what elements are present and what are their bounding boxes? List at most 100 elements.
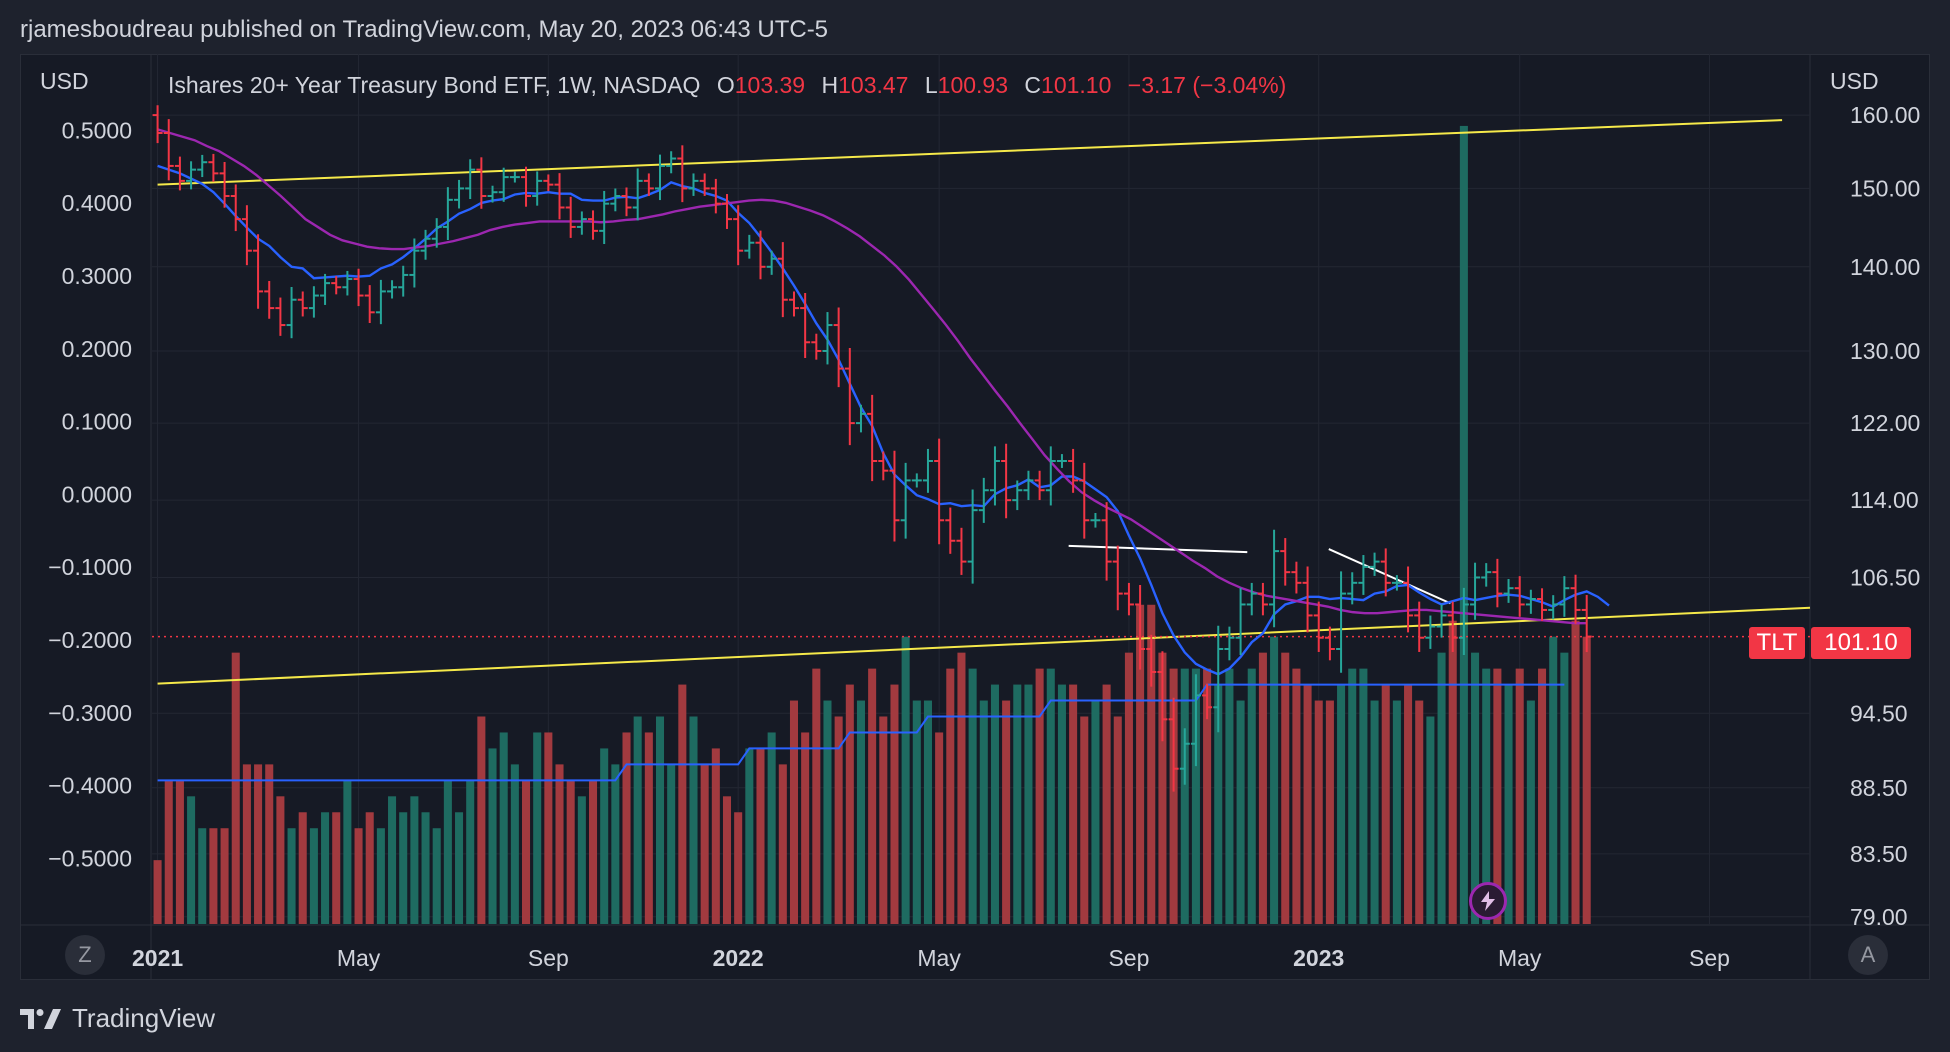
ohlc-bar [163, 119, 174, 181]
ohlc-bar [1324, 626, 1335, 661]
volume-bar [1002, 700, 1011, 924]
ohlc-bar [375, 279, 386, 325]
volume-bar [187, 796, 196, 924]
volume-bar [801, 732, 810, 924]
ohlc-bar [900, 462, 911, 539]
volume-ma-line [157, 683, 1565, 782]
ohlc-bar [509, 171, 520, 183]
volume-bar [455, 812, 464, 924]
ohlc-bar [733, 205, 744, 266]
ohlc-bar [1101, 502, 1112, 581]
tradingview-logo-icon[interactable] [20, 1007, 62, 1031]
volume-bar [1258, 652, 1267, 924]
volume-bars [153, 125, 1591, 924]
left-tick-label: −0.1000 [48, 554, 132, 580]
volume-bar [1158, 652, 1167, 924]
volume-bar [1136, 604, 1145, 924]
ohlc-bar [599, 190, 610, 245]
volume-bar [834, 716, 843, 924]
volume-bar [778, 764, 787, 924]
ohlc-bar [1157, 651, 1168, 742]
moving-averages [157, 128, 1610, 676]
instrument-title: Ishares 20+ Year Treasury Bond ETF, 1W, … [168, 72, 701, 98]
volume-bar [957, 652, 966, 924]
left-scale-button[interactable]: Z [65, 935, 105, 975]
volume-bar [1415, 700, 1424, 924]
ohlc-bar [922, 448, 933, 493]
volume-bar [254, 764, 263, 924]
x-tick-label: Sep [1689, 945, 1730, 971]
x-tick-label: 2023 [1293, 945, 1344, 971]
volume-bar [845, 684, 854, 924]
ohlc-bar [632, 168, 643, 221]
x-tick-label: May [337, 945, 381, 971]
lightning-icon[interactable] [1469, 882, 1507, 920]
volume-bar [1370, 700, 1379, 924]
ohlc-bar [956, 527, 967, 575]
ohlc-bar [688, 173, 699, 196]
volume-bar [1169, 668, 1178, 924]
x-tick-label: Sep [528, 945, 569, 971]
volume-bar [1080, 716, 1089, 924]
volume-bar [689, 716, 698, 924]
ohlc-bar [889, 450, 900, 542]
ohlc-bar [855, 404, 866, 433]
ohlc-bar [1525, 589, 1536, 614]
volume-bar [1437, 652, 1446, 924]
tlt-weekly-chart[interactable]: 160.00 150.00 140.00 130.00 122.00 114.00 106.… [20, 54, 1930, 980]
volume-bar [388, 796, 397, 924]
ohlc-bar [989, 446, 1000, 506]
volume-bar [667, 764, 676, 924]
ohlc-bar [409, 238, 420, 288]
ohlc-bar [320, 273, 331, 305]
volume-bar [309, 828, 318, 924]
ohlc-bar [1537, 588, 1548, 621]
volume-bar [588, 780, 598, 924]
volume-bar [499, 732, 508, 924]
ohlc-bar [1280, 538, 1291, 586]
volume-bar [1214, 684, 1223, 924]
auto-scale-button[interactable]: A [1848, 935, 1888, 975]
volume-bar [1404, 684, 1413, 924]
volume-bar [767, 732, 776, 924]
volume-bar [421, 812, 430, 924]
volume-bar [856, 700, 865, 924]
symbol-tag: TLT [1749, 627, 1805, 659]
ohlc-bar [1235, 587, 1246, 656]
change-value: −3.17 (−3.04%) [1127, 72, 1287, 98]
volume-bar [711, 748, 720, 924]
volume-bar [1348, 668, 1357, 924]
ohlc-bar [532, 171, 543, 206]
ohlc-bar [699, 173, 710, 196]
volume-bar [566, 780, 575, 924]
trendlines [152, 119, 1811, 685]
ohlc-bar [643, 173, 654, 196]
footer-brand: TradingView [72, 1003, 216, 1033]
volume-bar [242, 764, 251, 924]
volume-bar [1549, 636, 1558, 924]
ohlc-legend: Ishares 20+ Year Treasury Bond ETF, 1W, … [168, 72, 1287, 98]
ohlc-bar [1079, 462, 1090, 539]
ohlc-bar [610, 188, 621, 212]
volume-bar [1203, 668, 1212, 924]
right-tick-label: 122.00 [1850, 410, 1920, 436]
ohlc-bars [152, 105, 1592, 792]
ohlc-bar [465, 159, 476, 200]
volume-bar [1314, 700, 1323, 924]
ohlc-bar [721, 194, 732, 229]
ohlc-bar [476, 157, 487, 209]
ohlc-bar [219, 161, 230, 208]
ohlc-bar [945, 507, 956, 554]
ohlc-bar [174, 156, 185, 191]
volume-bar [745, 748, 754, 924]
volume-bar [555, 764, 564, 924]
ohlc-bar [822, 312, 833, 365]
ohlc-bar [297, 291, 308, 317]
fast-moving-average [157, 164, 1610, 676]
ohlc-bar [1135, 584, 1146, 670]
ohlc-bar [353, 268, 364, 307]
ohlc-bar [1447, 601, 1458, 652]
ohlc-bar [655, 154, 666, 201]
volume-bar [890, 684, 899, 924]
volume-bar [789, 700, 799, 924]
